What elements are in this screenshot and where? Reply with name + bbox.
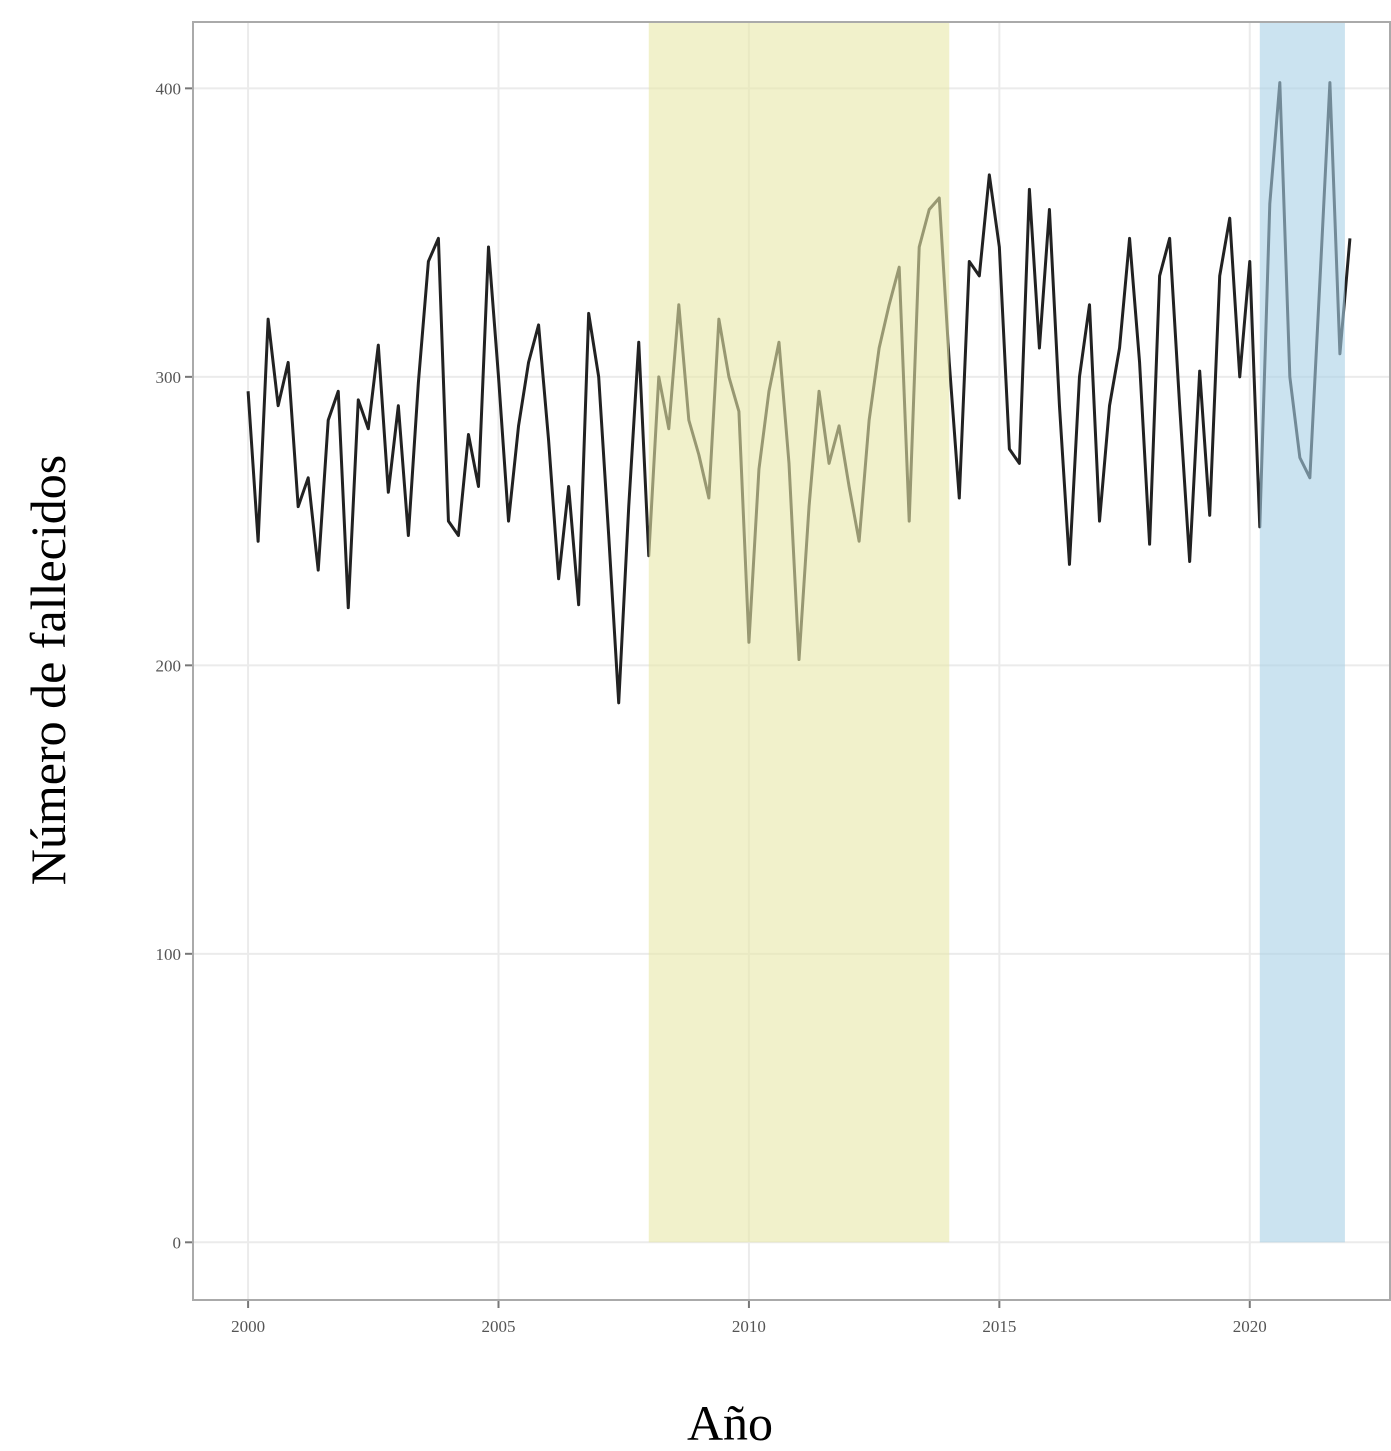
y-tick-label: 400 <box>156 79 182 98</box>
x-tick-label: 2015 <box>982 1317 1016 1336</box>
y-tick-label: 300 <box>156 368 182 387</box>
y-tick-label: 100 <box>156 945 182 964</box>
shaded-period <box>1259 22 1345 1243</box>
y-axis-title: Número de fallecidos <box>20 455 76 885</box>
x-tick-label: 2005 <box>482 1317 516 1336</box>
y-tick-label: 0 <box>173 1233 182 1252</box>
shaded-period <box>648 22 950 1243</box>
panel-border <box>192 21 1391 1301</box>
x-axis-title: Año <box>687 1395 773 1446</box>
y-tick-label: 200 <box>156 656 182 675</box>
x-tick-label: 2020 <box>1233 1317 1267 1336</box>
x-tick-label: 2000 <box>231 1317 265 1336</box>
x-tick-label: 2010 <box>732 1317 766 1336</box>
